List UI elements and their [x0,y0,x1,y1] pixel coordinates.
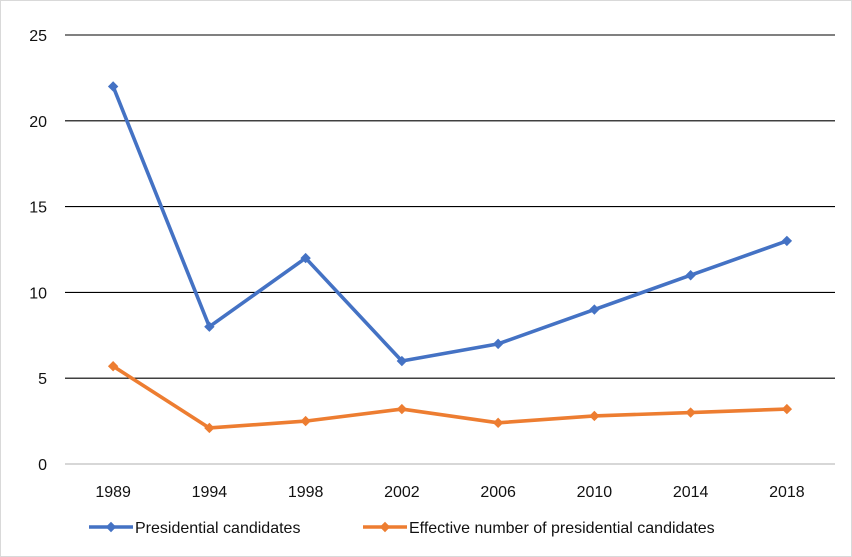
data-point [685,407,696,418]
series-line [111,84,789,363]
x-tick-label: 2018 [769,484,805,501]
x-tick-label: 1989 [95,484,131,501]
legend-label: Presidential candidates [135,520,300,537]
y-tick-label: 0 [38,457,47,474]
series-line [111,364,789,430]
data-point [781,235,793,247]
legend-label: Effective number of presidential candida… [409,520,715,537]
x-tick-label: 1994 [192,484,228,501]
data-point [300,415,311,427]
data-point [589,304,600,315]
data-point [300,252,311,264]
data-point [781,403,793,415]
data-point [492,417,504,429]
y-tick-label: 15 [29,200,47,217]
legend: Presidential candidates Effective number … [89,520,715,537]
data-point [107,81,119,92]
y-tick-label: 10 [29,285,47,302]
data-point [589,410,600,422]
series-lines [107,81,793,434]
legend-item: Effective number of presidential candida… [363,520,715,537]
y-tick-label: 25 [29,28,47,45]
legend-marker-icon [105,521,117,533]
x-tick-label: 2006 [480,484,516,501]
series-presidential-candidates [107,81,793,367]
y-tick-label: 20 [29,114,47,131]
series-effective-number [107,360,793,434]
gridlines [65,34,835,465]
x-tick-label: 2010 [577,484,613,501]
x-tick-label: 1998 [288,484,324,501]
data-point [685,270,696,281]
x-axis-ticks: 1989 1994 1998 2002 2006 2010 2014 2018 [95,484,804,501]
data-point [396,403,408,415]
data-point [396,355,408,367]
data-point [492,338,504,350]
legend-marker-icon [379,521,391,533]
data-point [107,360,119,372]
x-tick-label: 2014 [673,484,709,501]
data-point [204,321,215,332]
x-tick-label: 2002 [384,484,420,501]
data-point [204,422,215,434]
y-axis-ticks: 0 5 10 15 20 25 [29,28,47,474]
y-tick-label: 5 [38,371,47,388]
legend-item: Presidential candidates [89,520,300,537]
